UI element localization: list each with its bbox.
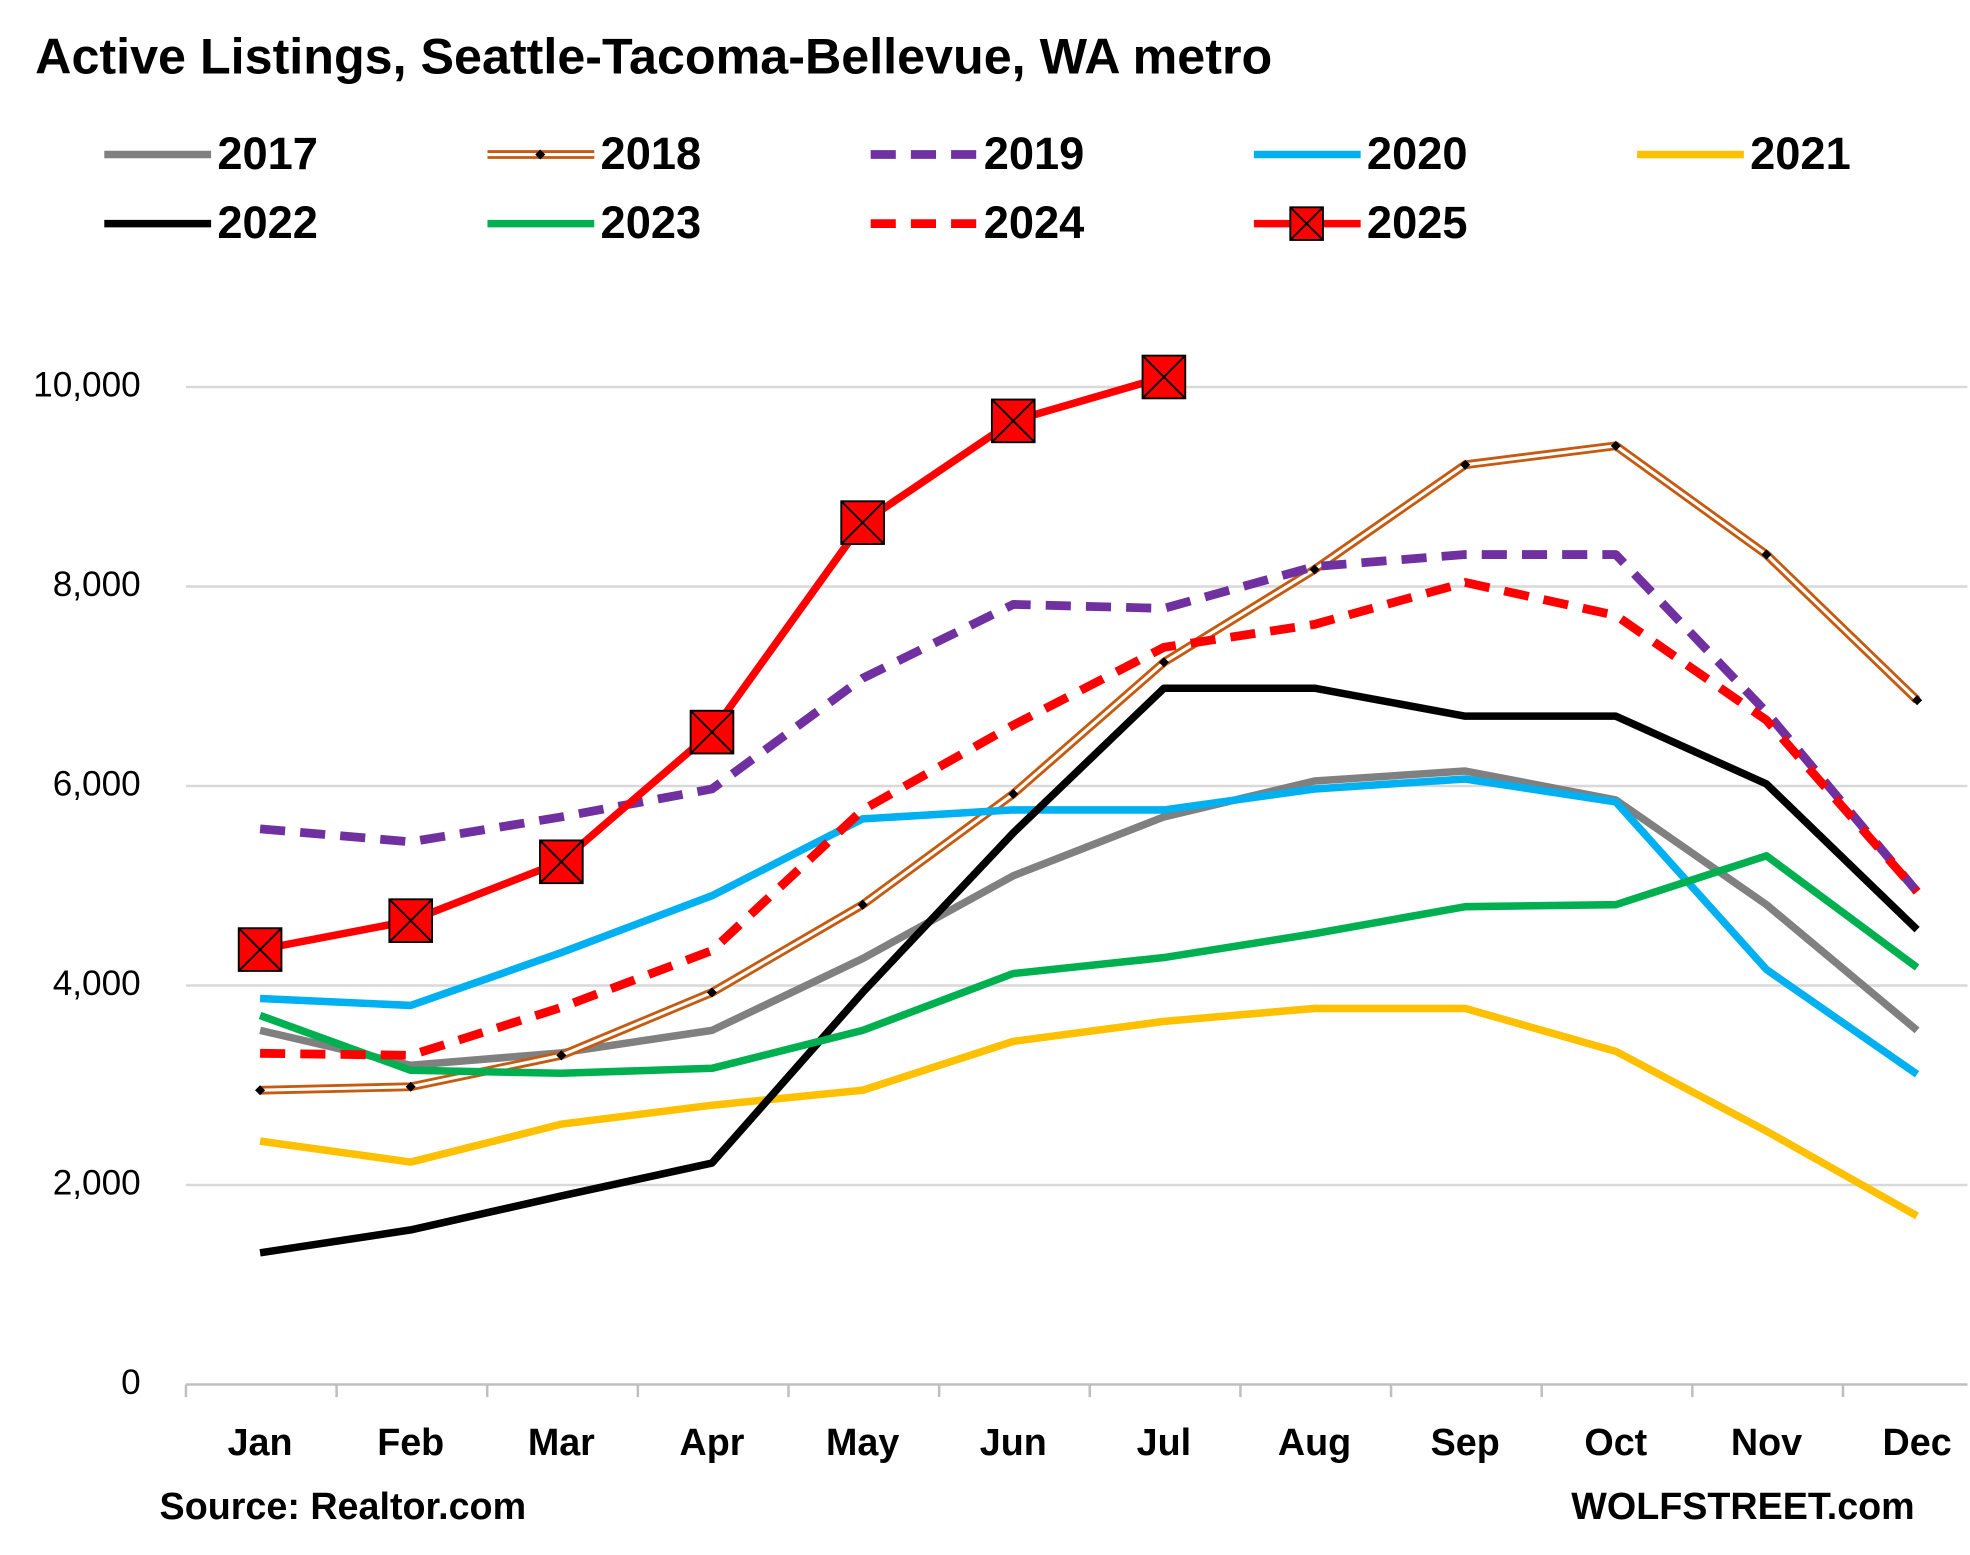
marker <box>405 1081 416 1092</box>
line <box>259 767 1920 1070</box>
legend-item: 2018 <box>487 128 701 179</box>
x-tick-label: Jan <box>228 1421 293 1463</box>
legend-label: 2021 <box>1750 128 1851 179</box>
marker <box>1610 440 1621 451</box>
x-tick-label: Feb <box>377 1421 444 1463</box>
x-tick-label: Oct <box>1584 1421 1647 1463</box>
line <box>259 550 1921 895</box>
y-tick-label: 10,000 <box>33 365 141 404</box>
legend-item: 2019 <box>870 128 1085 179</box>
marker-x <box>840 500 885 545</box>
marker <box>1761 549 1772 560</box>
marker-x <box>388 898 433 943</box>
line <box>260 578 1921 1060</box>
series <box>260 578 1921 1060</box>
marker <box>1309 564 1320 575</box>
line <box>258 852 1920 1078</box>
marker-x <box>991 398 1036 443</box>
series <box>259 684 1920 1257</box>
legend-item: 2021 <box>1637 128 1851 179</box>
x-tick-label: Apr <box>680 1421 745 1463</box>
marker <box>1912 695 1923 706</box>
legend-label: 2018 <box>601 128 702 179</box>
legend-label: 2019 <box>984 128 1085 179</box>
legend-item: 2023 <box>487 197 701 248</box>
series <box>258 852 1920 1078</box>
y-tick-label: 2,000 <box>53 1163 141 1202</box>
series <box>259 1004 1919 1220</box>
x-tick-label: Aug <box>1278 1421 1351 1463</box>
y-tick-label: 8,000 <box>53 565 141 604</box>
legend-item: 2022 <box>104 197 318 248</box>
legend-label: 2024 <box>984 197 1085 248</box>
line-inner <box>260 444 1919 1092</box>
marker <box>706 987 718 998</box>
chart-title: Active Listings, Seattle-Tacoma-Bellevue… <box>35 29 1272 85</box>
legend-item: 2020 <box>1253 128 1468 179</box>
legend-label: 2023 <box>601 197 702 248</box>
x-tick-label: Jul <box>1137 1421 1191 1463</box>
legend-label: 2017 <box>217 128 318 179</box>
line <box>259 775 1920 1078</box>
source: Source: Realtor.com <box>160 1485 527 1527</box>
marker-x <box>238 927 283 972</box>
legend-label: 2025 <box>1367 197 1468 248</box>
x-tick-label: May <box>826 1421 899 1463</box>
x-tick-label: Dec <box>1883 1421 1952 1463</box>
legend-item: 2025 <box>1253 197 1468 248</box>
legend-label: 2022 <box>217 197 318 248</box>
y-tick-label: 0 <box>121 1363 141 1402</box>
series <box>259 775 1920 1078</box>
line <box>259 684 1920 1257</box>
line <box>259 441 1921 1095</box>
y-tick-label: 6,000 <box>53 764 141 803</box>
line <box>259 1004 1919 1220</box>
legend-item: 2024 <box>870 197 1085 248</box>
x-tick-label: Mar <box>528 1421 595 1463</box>
legend-label: 2020 <box>1367 128 1468 179</box>
marker <box>1460 459 1471 470</box>
x-tick-label: Jun <box>980 1421 1047 1463</box>
credit: WOLFSTREET.com <box>1571 1485 1914 1527</box>
marker <box>1008 788 1019 799</box>
series <box>255 440 1923 1096</box>
marker-x <box>1141 354 1186 400</box>
legend-item: 2017 <box>104 128 318 179</box>
line <box>259 373 1165 954</box>
y-tick-label: 4,000 <box>53 964 141 1003</box>
marker <box>556 1050 567 1061</box>
x-tick-label: Sep <box>1431 1421 1500 1463</box>
legend-marker-x <box>1289 206 1324 241</box>
x-tick-label: Nov <box>1731 1421 1802 1463</box>
series <box>259 767 1920 1070</box>
series <box>237 354 1187 972</box>
marker-x <box>689 710 735 755</box>
series <box>259 550 1921 895</box>
marker-x <box>539 839 584 884</box>
